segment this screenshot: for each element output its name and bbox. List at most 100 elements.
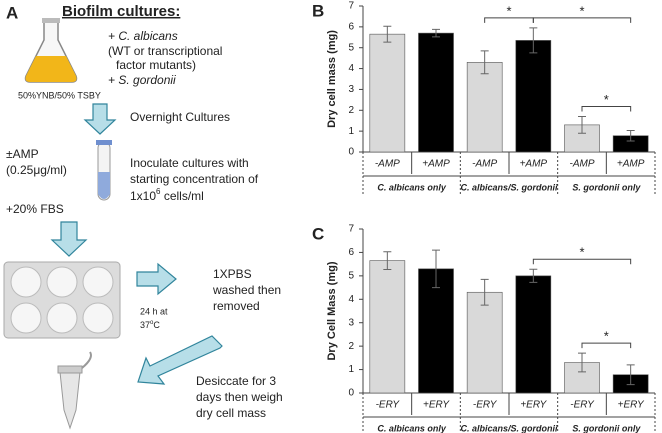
bar bbox=[515, 40, 552, 153]
bar bbox=[466, 291, 503, 394]
tube-icon bbox=[96, 140, 112, 201]
serum: +20% FBS bbox=[6, 202, 64, 216]
y-tick-label: 0 bbox=[348, 147, 354, 158]
y-tick-label: 1 bbox=[348, 126, 354, 137]
significance-label: * bbox=[604, 329, 609, 344]
y-tick-label: 7 bbox=[348, 1, 354, 12]
x-tick-label: +ERY bbox=[618, 400, 645, 411]
significance-bracket bbox=[581, 342, 632, 349]
group-label: S. gordonii only bbox=[572, 423, 641, 433]
significance-bracket bbox=[532, 17, 632, 23]
x-tick-label: -ERY bbox=[570, 400, 595, 411]
y-tick-label: 1 bbox=[348, 364, 354, 375]
step-text: washed then bbox=[212, 283, 281, 297]
bar bbox=[369, 33, 406, 153]
down-arrow bbox=[50, 221, 88, 257]
significance-bracket bbox=[581, 106, 632, 112]
significance-label: * bbox=[506, 3, 511, 18]
step-text: dry cell mass bbox=[196, 406, 266, 420]
step-text: Desiccate for 3 bbox=[196, 374, 276, 388]
incubation: 24 h at bbox=[140, 306, 168, 316]
y-tick-label: 7 bbox=[348, 224, 354, 235]
significance-bracket bbox=[484, 17, 534, 23]
diagonal-arrow bbox=[137, 335, 223, 385]
antibiotic: (0.25μg/ml) bbox=[6, 163, 67, 177]
text-part: 37 bbox=[140, 320, 150, 330]
group-label: S. gordonii only bbox=[572, 182, 641, 192]
superscript: o bbox=[150, 320, 154, 326]
step-text: 1x106 cells/ml bbox=[130, 187, 204, 203]
organism: factor mutants) bbox=[116, 58, 196, 72]
x-tick-label: +ERY bbox=[520, 400, 547, 411]
error-bar bbox=[432, 249, 440, 289]
bar bbox=[515, 275, 552, 394]
step-text: removed bbox=[213, 299, 260, 313]
y-tick-label: 3 bbox=[348, 84, 354, 95]
y-axis-label: Dry cell mass (mg) bbox=[326, 30, 338, 128]
significance-label: * bbox=[604, 92, 609, 107]
error-bar bbox=[383, 25, 392, 43]
error-bar bbox=[480, 278, 489, 306]
y-tick-label: 2 bbox=[348, 341, 354, 352]
error-bar bbox=[578, 352, 586, 373]
panel-label: C bbox=[312, 224, 324, 243]
error-bar bbox=[480, 50, 489, 75]
x-tick-label: +AMP bbox=[617, 159, 645, 170]
step-text: days then weigh bbox=[196, 390, 283, 404]
y-tick-label: 0 bbox=[348, 388, 354, 399]
significance-label: * bbox=[579, 245, 584, 260]
organism: (WT or transcriptional bbox=[108, 44, 222, 58]
error-bar bbox=[529, 27, 538, 54]
step-text: 1XPBS bbox=[213, 267, 252, 281]
text-part: C bbox=[153, 320, 160, 330]
panel-label: A bbox=[6, 3, 18, 22]
error-bar bbox=[626, 364, 635, 386]
y-tick-label: 3 bbox=[348, 317, 354, 328]
text-part: 1x10 bbox=[130, 189, 156, 203]
x-tick-label: +AMP bbox=[422, 159, 450, 170]
y-tick-label: 5 bbox=[348, 42, 354, 53]
step-text: starting concentration of bbox=[130, 172, 259, 186]
y-tick-label: 2 bbox=[348, 105, 354, 116]
x-tick-label: -ERY bbox=[473, 400, 498, 411]
x-tick-label: +ERY bbox=[423, 400, 450, 411]
y-tick-label: 4 bbox=[348, 294, 354, 305]
flask-icon bbox=[24, 18, 78, 83]
y-tick-label: 4 bbox=[348, 63, 354, 74]
incubation: 37oC bbox=[140, 320, 160, 331]
x-tick-label: -ERY bbox=[376, 400, 401, 411]
error-bar bbox=[432, 28, 440, 38]
significance-label: * bbox=[579, 3, 584, 18]
y-tick-label: 6 bbox=[348, 21, 354, 32]
group-label: C. albicans/S. gordonii bbox=[460, 182, 558, 192]
organism: + C. albicans bbox=[108, 29, 178, 43]
right-arrow bbox=[136, 262, 177, 296]
x-tick-label: -AMP bbox=[570, 159, 595, 170]
group-label: C. albicans/S. gordonii bbox=[460, 423, 558, 433]
superscript: 6 bbox=[156, 187, 161, 196]
significance-bracket bbox=[532, 258, 632, 265]
error-bar bbox=[383, 251, 392, 271]
text-part: cells/ml bbox=[160, 189, 203, 203]
step-text: Inoculate cultures with bbox=[130, 156, 249, 170]
antibiotic: ±AMP bbox=[6, 147, 39, 161]
plate-icon bbox=[3, 261, 121, 339]
bar bbox=[418, 268, 454, 394]
group-label: C. albicans only bbox=[377, 182, 447, 192]
bar bbox=[418, 32, 454, 153]
step-text: Overnight Cultures bbox=[130, 110, 230, 124]
panel-label: B bbox=[312, 1, 324, 20]
bar bbox=[466, 62, 503, 153]
down-arrow bbox=[83, 103, 117, 135]
y-tick-label: 6 bbox=[348, 247, 354, 258]
organism: + S. gordonii bbox=[108, 73, 176, 87]
error-bar bbox=[626, 130, 635, 142]
group-label: C. albicans only bbox=[377, 423, 447, 433]
y-tick-label: 5 bbox=[348, 270, 354, 281]
panel-title: Biofilm cultures: bbox=[62, 3, 180, 20]
x-tick-label: -AMP bbox=[375, 159, 400, 170]
eppendorf-icon bbox=[57, 351, 92, 430]
error-bar bbox=[529, 268, 538, 283]
flask-label: 50%YNB/50% TSBY bbox=[18, 90, 101, 100]
